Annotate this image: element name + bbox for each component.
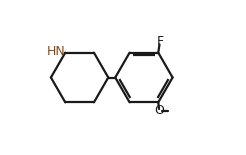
Text: O: O [154,104,164,117]
Text: HN: HN [46,45,65,58]
Text: F: F [156,35,163,48]
